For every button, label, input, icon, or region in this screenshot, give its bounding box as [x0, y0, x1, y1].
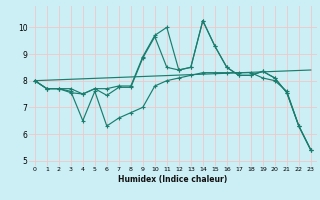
X-axis label: Humidex (Indice chaleur): Humidex (Indice chaleur)	[118, 175, 228, 184]
